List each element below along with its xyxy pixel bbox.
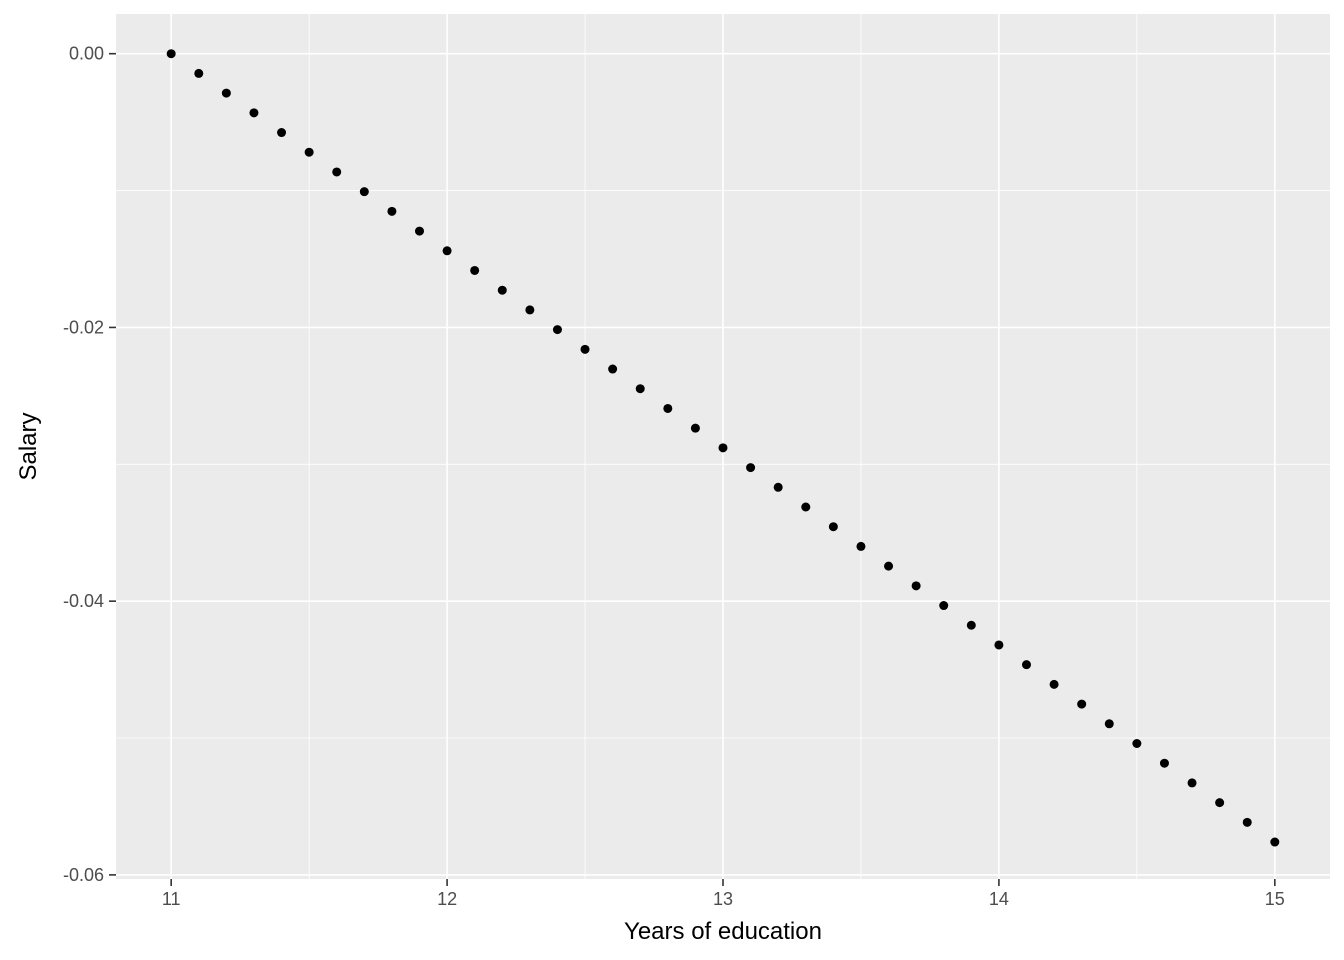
y-axis-title: Salary [15, 412, 42, 480]
data-point [221, 88, 231, 98]
y-tick-label: -0.04 [63, 591, 104, 611]
data-point [1132, 739, 1142, 749]
data-point [663, 403, 673, 413]
data-point [277, 128, 287, 138]
data-point [1077, 699, 1087, 709]
x-tick-label: 11 [162, 889, 181, 909]
y-axis-tick-labels: 0.00 -0.02 -0.04 -0.06 [63, 44, 104, 885]
y-tick-label: -0.02 [63, 317, 104, 337]
data-point [746, 463, 756, 473]
x-tick-label: 13 [713, 889, 733, 909]
y-tick-label: 0.00 [69, 44, 104, 64]
data-point [249, 108, 259, 118]
data-point [1159, 758, 1169, 768]
data-point [690, 423, 700, 433]
y-tick-label: -0.06 [63, 865, 104, 885]
data-point [497, 285, 507, 295]
data-point [359, 187, 369, 197]
data-point [470, 265, 480, 275]
data-point [718, 443, 728, 453]
data-point [552, 325, 562, 335]
data-point [332, 167, 342, 177]
data-point [387, 206, 397, 216]
x-tick-label: 15 [1265, 889, 1285, 909]
data-point [939, 601, 949, 611]
data-point [773, 482, 783, 492]
data-point [525, 305, 535, 315]
data-point [994, 640, 1004, 650]
data-point [828, 522, 838, 532]
data-point [415, 226, 424, 236]
data-points [166, 49, 1280, 847]
x-tick-label: 12 [437, 889, 457, 909]
data-point [1104, 719, 1114, 729]
data-point [304, 147, 314, 157]
data-point [801, 502, 811, 512]
data-point [1242, 817, 1252, 827]
data-point [635, 384, 645, 394]
data-point [1270, 837, 1280, 847]
data-point [580, 344, 590, 354]
data-point [856, 541, 866, 551]
axis-ticks [109, 52, 1276, 886]
data-point [966, 620, 976, 630]
x-axis-title: Years of education [624, 918, 822, 945]
data-point [194, 68, 204, 78]
data-point [1215, 798, 1225, 808]
data-point [1187, 778, 1197, 788]
x-tick-label: 14 [989, 889, 1009, 909]
data-point [608, 364, 618, 374]
data-point [1049, 679, 1059, 689]
data-point [884, 561, 894, 571]
data-point [166, 49, 176, 59]
data-point [911, 581, 921, 591]
data-point [442, 246, 452, 256]
data-point [1022, 660, 1031, 670]
x-axis-tick-labels: 11 12 13 14 15 [162, 889, 1285, 909]
